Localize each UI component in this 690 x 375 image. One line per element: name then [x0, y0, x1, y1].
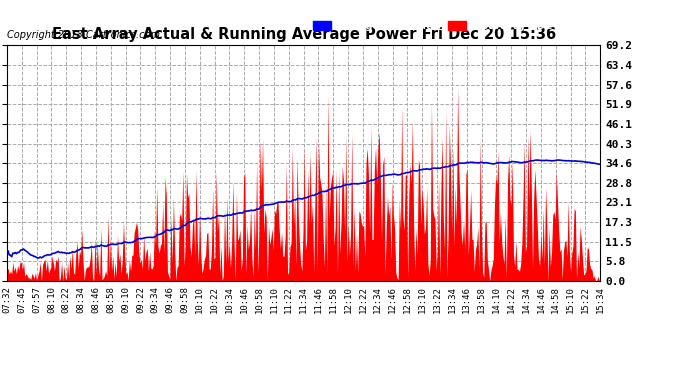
Text: Copyright 2013 Cartronics.com: Copyright 2013 Cartronics.com — [7, 30, 160, 40]
Title: East Array Actual & Running Average Power Fri Dec 20 15:36: East Array Actual & Running Average Powe… — [52, 27, 555, 42]
Legend: Average  (DC Watts), East Array  (DC Watts): Average (DC Watts), East Array (DC Watts… — [310, 17, 595, 34]
